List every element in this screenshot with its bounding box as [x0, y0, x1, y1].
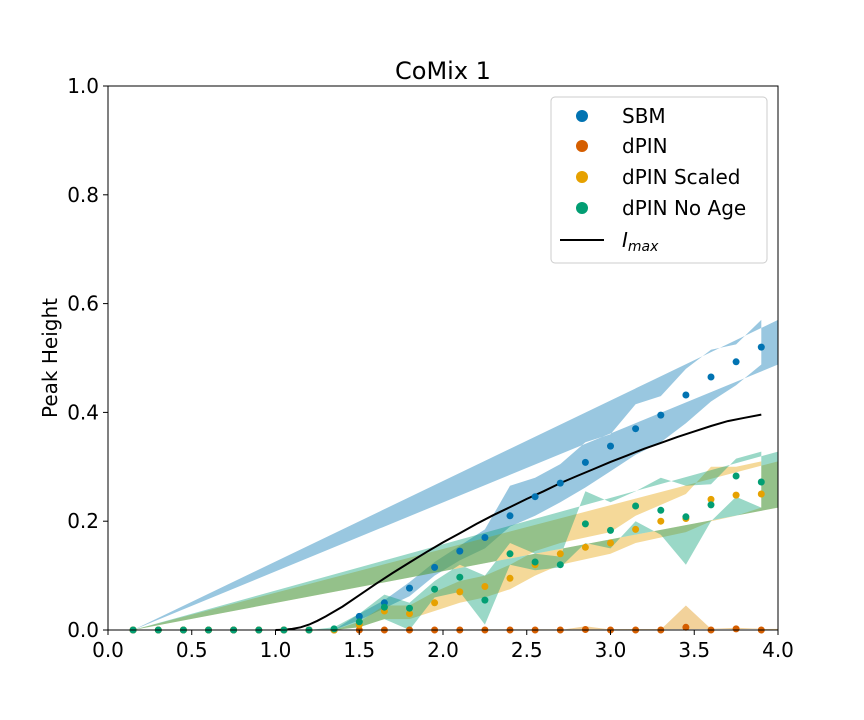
x-axis: 0.0 0.5 1.0 1.5 2.0 2.5 3.0 3.5 4.0 — [92, 630, 794, 662]
legend-label-dpin: dPIN — [622, 134, 668, 158]
point-dpin-scaled — [581, 543, 589, 551]
y-tick-label: 0.4 — [67, 400, 99, 424]
y-tick-label: 0.0 — [67, 618, 99, 642]
point-dpin-no-age — [406, 604, 413, 612]
point-sbm — [481, 534, 489, 541]
point-dpin-no-age — [632, 502, 640, 510]
point-dpin — [732, 625, 740, 633]
point-sbm — [355, 612, 363, 620]
point-sbm — [406, 584, 413, 592]
point-dpin-scaled — [456, 588, 464, 596]
point-dpin-no-age — [607, 526, 614, 534]
point-sbm — [607, 442, 614, 450]
legend-label-sbm: SBM — [622, 104, 666, 128]
point-dpin-no-age — [757, 478, 765, 486]
band-dpin-scaled — [133, 461, 779, 630]
point-dpin-no-age — [330, 625, 338, 633]
legend-marker-dpin-scaled — [576, 171, 588, 183]
point-sbm — [707, 373, 715, 381]
imax-line-layer — [275, 413, 762, 631]
point-dpin-scaled — [481, 583, 489, 590]
point-dpin-scaled — [431, 599, 439, 607]
y-tick-label: 0.2 — [67, 509, 99, 533]
point-sbm — [732, 358, 740, 366]
point-sbm — [581, 458, 589, 466]
y-axis-label: Peak Height — [38, 298, 62, 418]
legend-label-imax: Imax — [622, 228, 659, 255]
band-dpin-no-age — [133, 451, 779, 630]
point-dpin-scaled — [732, 491, 740, 499]
legend-marker-sbm — [576, 110, 588, 122]
legend-label-dpin-no-age: dPIN No Age — [622, 196, 746, 220]
point-dpin-no-age — [581, 520, 589, 528]
point-dpin-scaled — [657, 517, 665, 525]
point-dpin-scaled — [707, 495, 715, 503]
point-sbm — [682, 391, 690, 399]
legend-label-dpin-scaled: dPIN Scaled — [622, 165, 740, 189]
point-dpin-no-age — [380, 603, 388, 611]
x-tick-label: 0.0 — [92, 638, 124, 662]
point-dpin-scaled — [607, 539, 614, 547]
point-dpin-no-age — [481, 596, 489, 604]
point-dpin-no-age — [431, 585, 439, 593]
legend: SBM dPIN dPIN Scaled dPIN No Age Imax — [550, 96, 768, 264]
point-dpin-no-age — [456, 573, 464, 581]
point-dpin-no-age — [732, 472, 740, 480]
point-sbm — [657, 411, 665, 419]
y-axis: 0.0 0.2 0.4 0.6 0.8 1.0 — [67, 74, 108, 642]
point-sbm — [456, 547, 464, 555]
imax-line — [275, 413, 762, 631]
point-dpin-no-age — [657, 506, 665, 514]
confidence-bands — [133, 319, 779, 630]
point-sbm — [531, 493, 539, 501]
point-dpin-no-age — [556, 561, 564, 569]
point-sbm — [431, 563, 439, 571]
point-dpin-no-age — [355, 618, 363, 626]
point-sbm — [506, 512, 514, 520]
point-dpin-no-age — [531, 558, 539, 566]
point-sbm — [632, 425, 640, 433]
legend-box — [550, 96, 768, 264]
x-tick-label: 2.0 — [427, 638, 459, 662]
x-tick-label: 3.0 — [595, 638, 627, 662]
x-tick-label: 0.5 — [176, 638, 208, 662]
point-dpin-scaled — [556, 550, 564, 558]
point-sbm — [556, 479, 564, 487]
legend-marker-dpin — [576, 140, 588, 152]
point-dpin — [682, 623, 690, 631]
point-dpin-no-age — [707, 501, 715, 509]
x-tick-label: 3.5 — [678, 638, 710, 662]
y-tick-label: 1.0 — [67, 74, 99, 98]
y-tick-label: 0.8 — [67, 183, 99, 207]
legend-marker-dpin-no-age — [576, 202, 588, 214]
x-tick-label: 2.5 — [511, 638, 543, 662]
point-dpin-scaled — [632, 525, 640, 533]
point-dpin-no-age — [682, 513, 690, 521]
chart-title: CoMix 1 — [395, 57, 491, 85]
band-sbm — [133, 319, 779, 630]
x-tick-label: 1.5 — [343, 638, 375, 662]
point-dpin-no-age — [506, 550, 514, 558]
y-tick-label: 0.6 — [67, 292, 99, 316]
point-sbm — [757, 343, 765, 351]
point-dpin-scaled — [506, 574, 514, 582]
point-dpin-scaled — [757, 490, 765, 498]
point-dpin-scaled — [406, 610, 413, 618]
x-tick-label: 1.0 — [260, 638, 292, 662]
x-tick-label: 4.0 — [762, 638, 794, 662]
